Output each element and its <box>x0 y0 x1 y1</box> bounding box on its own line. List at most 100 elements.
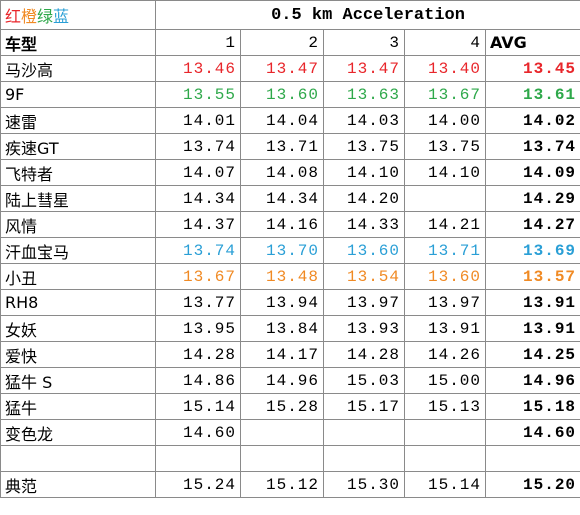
avg-time: 13.57 <box>484 263 580 290</box>
run-time: 13.54 <box>323 263 405 290</box>
run-time: 13.60 <box>240 81 324 108</box>
run-time: 13.60 <box>323 237 405 264</box>
car-name: 风情 <box>0 211 156 238</box>
run-time: 15.17 <box>323 393 405 420</box>
run-time: 14.60 <box>155 419 241 446</box>
car-name: RH8 <box>0 289 156 316</box>
run-time: 13.75 <box>404 133 486 160</box>
run-time: 13.60 <box>404 263 486 290</box>
run-time: 15.24 <box>155 471 241 498</box>
run-time: 14.03 <box>323 107 405 134</box>
car-name: 爱快 <box>0 341 156 368</box>
run-time: 13.94 <box>240 289 324 316</box>
run-time: 13.74 <box>155 237 241 264</box>
run-time: 14.00 <box>404 107 486 134</box>
avg-time: 14.02 <box>484 107 580 134</box>
color-legend-char: 绿 <box>37 7 54 26</box>
run-time: 13.67 <box>155 263 241 290</box>
run-time: 14.04 <box>240 107 324 134</box>
car-name: 小丑 <box>0 263 156 290</box>
data-row: 马沙高 13.46 13.47 13.47 13.40 13.45 <box>0 55 580 82</box>
color-legend-cell: 红橙绿蓝 <box>0 0 156 30</box>
run-time: 13.97 <box>404 289 486 316</box>
run-time: 15.14 <box>404 471 486 498</box>
run-time: 14.08 <box>240 159 324 186</box>
avg-time: 13.69 <box>484 237 580 264</box>
car-name: 猛牛 <box>0 393 156 420</box>
data-row: 猛牛 15.14 15.28 15.17 15.13 15.18 <box>0 393 580 420</box>
data-row: RH8 13.77 13.94 13.97 13.97 13.91 <box>0 289 580 316</box>
data-row: 陆上彗星 14.34 14.34 14.20 14.29 <box>0 185 580 212</box>
run-time: 13.71 <box>240 133 324 160</box>
avg-time: 13.74 <box>484 133 580 160</box>
data-row: 女妖 13.95 13.84 13.93 13.91 13.91 <box>0 315 580 342</box>
avg-time: 15.18 <box>484 393 580 420</box>
run-time: 14.96 <box>240 367 324 394</box>
run-time: 14.01 <box>155 107 241 134</box>
avg-time: 13.91 <box>484 289 580 316</box>
run-time <box>323 445 405 472</box>
run-time <box>240 419 324 446</box>
spreadsheet-table: 红橙绿蓝 0.5 km Acceleration 车型 1 2 3 4 AVG 马沙高 13.46… <box>0 0 580 498</box>
car-name: 马沙高 <box>0 55 156 82</box>
car-name: 9F <box>0 81 156 108</box>
header-run: 3 <box>323 29 405 56</box>
run-time: 13.95 <box>155 315 241 342</box>
run-time <box>323 419 405 446</box>
data-row <box>0 445 580 472</box>
data-row: 速雷 14.01 14.04 14.03 14.00 14.02 <box>0 107 580 134</box>
run-time: 14.34 <box>155 185 241 212</box>
run-time: 14.17 <box>240 341 324 368</box>
run-time: 13.63 <box>323 81 405 108</box>
avg-time: 15.20 <box>484 471 580 498</box>
run-time: 13.75 <box>323 133 405 160</box>
car-name: 变色龙 <box>0 419 156 446</box>
header-avg: AVG <box>484 29 580 56</box>
data-row: 飞特者 14.07 14.08 14.10 14.10 14.09 <box>0 159 580 186</box>
avg-time: 14.09 <box>484 159 580 186</box>
run-time: 14.34 <box>240 185 324 212</box>
run-time: 14.10 <box>404 159 486 186</box>
avg-time: 14.29 <box>484 185 580 212</box>
run-time: 15.30 <box>323 471 405 498</box>
color-legend-char: 蓝 <box>53 7 70 26</box>
run-time: 13.71 <box>404 237 486 264</box>
header-run: 1 <box>155 29 241 56</box>
run-time: 15.13 <box>404 393 486 420</box>
run-time: 13.70 <box>240 237 324 264</box>
run-time: 14.20 <box>323 185 405 212</box>
run-time: 14.16 <box>240 211 324 238</box>
run-time: 14.33 <box>323 211 405 238</box>
run-time: 13.77 <box>155 289 241 316</box>
run-time: 13.46 <box>155 55 241 82</box>
run-time <box>404 445 486 472</box>
run-time: 15.14 <box>155 393 241 420</box>
run-time: 15.28 <box>240 393 324 420</box>
color-legend-char: 橙 <box>21 7 38 26</box>
color-legend-char: 红 <box>5 7 22 26</box>
avg-time <box>484 445 580 472</box>
run-time: 14.37 <box>155 211 241 238</box>
avg-time: 13.45 <box>484 55 580 82</box>
run-time: 14.86 <box>155 367 241 394</box>
data-row: 典范 15.24 15.12 15.30 15.14 15.20 <box>0 471 580 498</box>
avg-time: 14.27 <box>484 211 580 238</box>
car-name: 速雷 <box>0 107 156 134</box>
run-time: 15.12 <box>240 471 324 498</box>
run-time <box>404 419 486 446</box>
data-row: 9F 13.55 13.60 13.63 13.67 13.61 <box>0 81 580 108</box>
run-time: 14.28 <box>155 341 241 368</box>
data-row: 汗血宝马 13.74 13.70 13.60 13.71 13.69 <box>0 237 580 264</box>
run-time: 13.91 <box>404 315 486 342</box>
run-time: 13.40 <box>404 55 486 82</box>
run-time <box>240 445 324 472</box>
data-row: 变色龙 14.60 14.60 <box>0 419 580 446</box>
car-name: 典范 <box>0 471 156 498</box>
data-row: 疾速GT 13.74 13.71 13.75 13.75 13.74 <box>0 133 580 160</box>
run-time: 15.00 <box>404 367 486 394</box>
run-time: 14.10 <box>323 159 405 186</box>
run-time: 13.55 <box>155 81 241 108</box>
car-name <box>0 445 156 472</box>
run-time: 13.47 <box>240 55 324 82</box>
data-row: 爱快 14.28 14.17 14.28 14.26 14.25 <box>0 341 580 368</box>
